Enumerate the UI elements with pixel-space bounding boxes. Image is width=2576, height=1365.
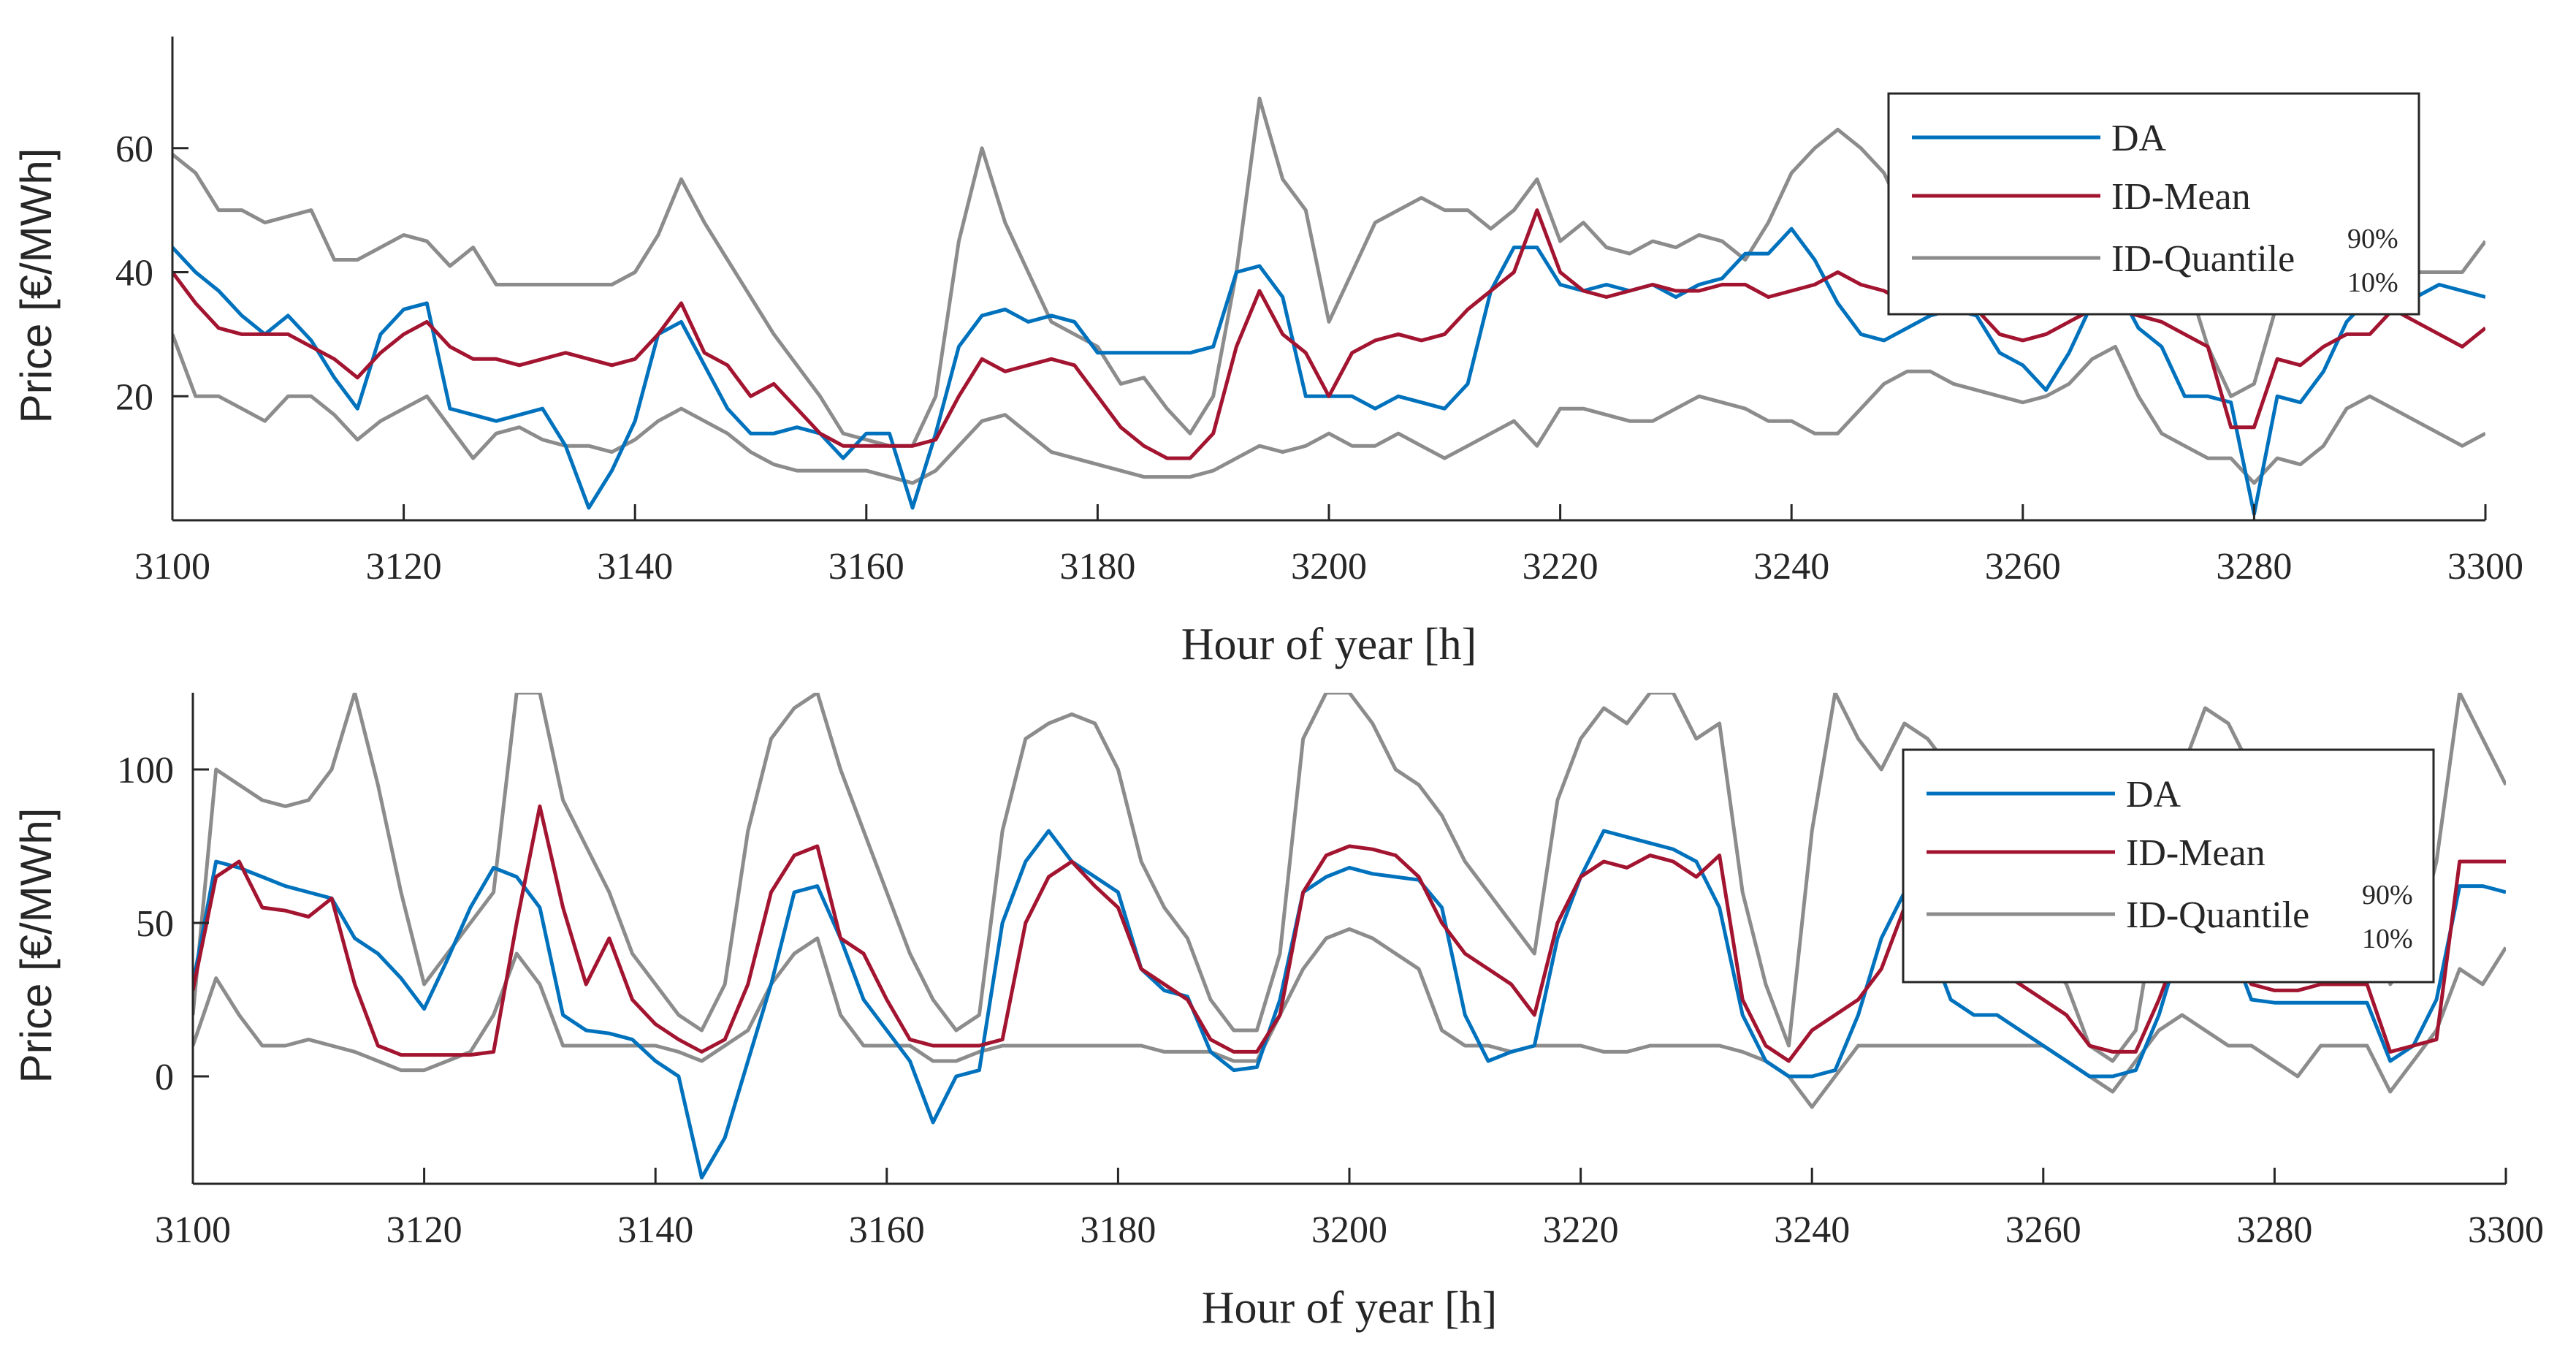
- x-tick-label: 3220: [1523, 546, 1598, 588]
- y-axis-label: Price [€/MWh]: [12, 808, 61, 1084]
- series-da-line: [193, 829, 2506, 1180]
- x-tick-label: 3160: [849, 1209, 925, 1251]
- y-axis-label: Price [€/MWh]: [12, 148, 61, 424]
- x-tick-label: 3280: [2216, 546, 2292, 588]
- axes-layer: 3100 3120 3140 3160 3180 3200 3220 3240 3260 3280…: [117, 693, 2544, 1251]
- x-axis-label: Hour of year [h]: [1181, 620, 1477, 669]
- y-tick-label: 40: [115, 253, 153, 294]
- y-tick-label: 100: [117, 750, 174, 791]
- series-layer: [193, 693, 2506, 1180]
- axes-layer: 3100 3120 3140 3160 3180 3200 3220 3240 3260 3280…: [115, 37, 2523, 588]
- x-tick-label: 3100: [134, 546, 210, 588]
- x-axis-label: Hour of year [h]: [1202, 1283, 1498, 1333]
- legend: DA ID-Mean ID-Quantile 90% 10%: [1887, 92, 2420, 316]
- series-id-quantile-10-line: [172, 333, 2485, 485]
- y-tick-label: 60: [115, 129, 153, 170]
- series-id-quantile-10-line: [193, 927, 2506, 1109]
- x-tick-label: 3200: [1291, 546, 1367, 588]
- x-tick-label: 3240: [1753, 546, 1829, 588]
- x-tick-label: 3260: [2005, 1209, 2081, 1251]
- legend-label-da: DA: [2126, 774, 2181, 815]
- legend-label-id-mean: ID-Mean: [2126, 832, 2266, 874]
- x-tick-label: 3140: [597, 546, 673, 588]
- legend-label-id-quantile: ID-Quantile: [2126, 894, 2309, 936]
- x-tick-label: 3280: [2236, 1209, 2312, 1251]
- legend-box: [1887, 92, 2420, 316]
- legend-quantile-lower: 10%: [2347, 267, 2398, 298]
- x-tick-label: 3300: [2468, 1209, 2544, 1251]
- x-tick-label: 3120: [366, 546, 442, 588]
- x-tick-label: 3180: [1059, 546, 1135, 588]
- x-tick-label: 3240: [1774, 1209, 1850, 1251]
- x-tick-label: 3180: [1080, 1209, 1156, 1251]
- x-tick-label: 3220: [1543, 1209, 1619, 1251]
- legend-label-da: DA: [2111, 118, 2167, 159]
- y-tick-label: 20: [115, 376, 153, 418]
- series-id-mean-line: [193, 804, 2506, 1063]
- legend-quantile-upper: 90%: [2362, 880, 2413, 910]
- x-tick-label: 3120: [386, 1209, 462, 1251]
- x-tick-label: 3140: [617, 1209, 693, 1251]
- x-tick-label: 3260: [1985, 546, 2061, 588]
- y-tick-label: 0: [155, 1057, 174, 1098]
- x-tick-label: 3300: [2447, 546, 2523, 588]
- legend: DA ID-Mean ID-Quantile 90% 10%: [1902, 748, 2435, 984]
- x-tick-label: 3200: [1311, 1209, 1387, 1251]
- legend-quantile-upper: 90%: [2347, 224, 2398, 254]
- x-tick-label: 3100: [155, 1209, 231, 1251]
- legend-box: [1902, 748, 2435, 984]
- legend-label-id-quantile: ID-Quantile: [2111, 238, 2295, 280]
- chart-top: 3100 3120 3140 3160 3180 3200 3220 3240 3260 3280…: [12, 37, 2523, 669]
- legend-quantile-lower: 10%: [2362, 924, 2413, 954]
- x-tick-label: 3160: [828, 546, 904, 588]
- chart-bottom: 3100 3120 3140 3160 3180 3200 3220 3240 3260 3280…: [12, 693, 2544, 1333]
- y-tick-label: 50: [136, 903, 174, 945]
- legend-label-id-mean: ID-Mean: [2111, 176, 2251, 218]
